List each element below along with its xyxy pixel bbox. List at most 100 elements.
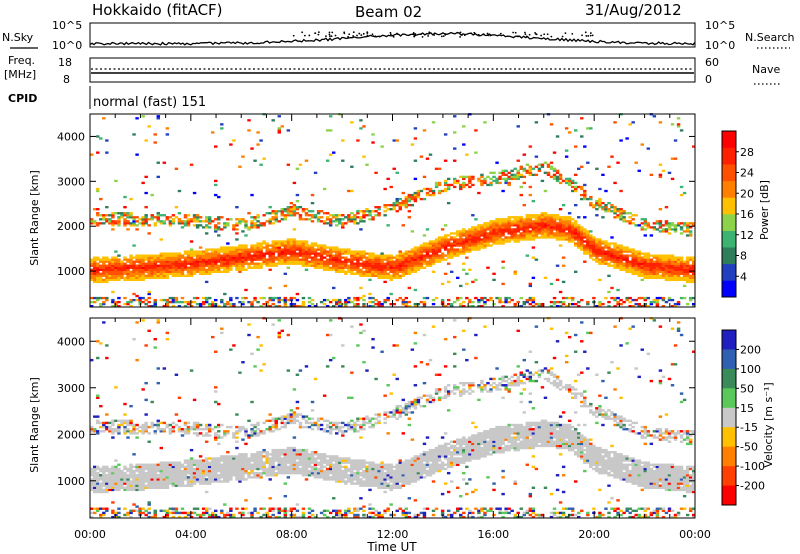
power-cell xyxy=(201,226,206,229)
power-cell xyxy=(238,260,242,263)
power-cell xyxy=(434,238,439,241)
velocity-cell xyxy=(207,478,212,481)
velocity-cell xyxy=(171,507,176,510)
power-cell xyxy=(159,254,163,257)
power-cell xyxy=(96,274,100,278)
velocity-cell xyxy=(102,465,106,469)
power-cell xyxy=(437,256,442,259)
power-cell xyxy=(462,143,466,146)
power-cell xyxy=(691,224,696,227)
velocity-cell xyxy=(192,463,197,466)
power-cell xyxy=(250,147,254,150)
velocity-cell xyxy=(241,461,245,464)
power-cell xyxy=(410,270,415,273)
power-cell xyxy=(691,260,696,263)
power-cell xyxy=(377,302,381,306)
velocity-cell xyxy=(162,463,167,466)
velocity-cell xyxy=(135,474,139,477)
power-cell xyxy=(102,264,106,267)
power-cell xyxy=(483,230,487,233)
power-cell xyxy=(558,226,563,229)
power-cell xyxy=(256,216,260,219)
power-cell xyxy=(310,248,315,251)
power-cell xyxy=(189,268,194,271)
power-cell xyxy=(371,141,375,144)
power-cell xyxy=(667,262,672,265)
power-cell xyxy=(567,181,572,185)
power-cell xyxy=(456,276,460,280)
power-cell xyxy=(522,153,526,156)
power-cell xyxy=(498,228,502,231)
power-cell xyxy=(277,262,281,265)
power-cell xyxy=(567,240,572,243)
power-cell xyxy=(292,256,297,259)
velocity-cell xyxy=(147,471,151,475)
power-cell xyxy=(456,254,460,257)
power-cell xyxy=(229,254,233,257)
power-cell xyxy=(416,252,421,255)
power-cell xyxy=(459,250,463,253)
power-cell xyxy=(120,216,124,219)
power-cell xyxy=(341,256,345,259)
velocity-cell xyxy=(99,484,103,487)
velocity-cell xyxy=(144,344,148,347)
power-cell xyxy=(625,137,629,140)
velocity-cell xyxy=(223,476,227,479)
velocity-cell xyxy=(171,467,176,471)
power-cell xyxy=(144,139,148,142)
power-cell xyxy=(350,272,354,275)
power-cell xyxy=(419,260,424,263)
power-cell xyxy=(637,302,641,306)
power-cell xyxy=(310,244,315,247)
velocity-cell xyxy=(174,480,179,483)
power-cell xyxy=(456,230,460,233)
power-cell xyxy=(628,212,632,215)
power-cell xyxy=(413,304,418,308)
power-cell xyxy=(250,193,254,197)
power-cell xyxy=(577,234,581,237)
power-cell xyxy=(171,304,176,308)
velocity-cell xyxy=(93,511,97,515)
velocity-cell xyxy=(235,507,239,510)
power-cell xyxy=(332,260,336,263)
power-cell xyxy=(504,230,508,233)
power-cell xyxy=(292,181,297,185)
power-cell xyxy=(619,214,623,217)
power-cell xyxy=(365,262,369,265)
velocity-cell xyxy=(214,434,218,437)
power-cell xyxy=(153,256,157,259)
power-cell xyxy=(392,270,396,273)
velocity-cell xyxy=(102,507,106,510)
power-cell xyxy=(135,266,139,269)
power-cell xyxy=(162,304,167,308)
power-cell xyxy=(404,262,409,265)
power-cell xyxy=(117,278,121,282)
velocity-cell xyxy=(201,461,206,464)
power-cell xyxy=(90,300,94,304)
power-cell xyxy=(93,280,97,284)
power-cell xyxy=(495,234,499,237)
power-cell xyxy=(277,252,281,255)
power-cell xyxy=(625,260,629,263)
power-cell xyxy=(328,129,333,132)
power-cell xyxy=(174,216,179,219)
power-cell xyxy=(691,264,696,267)
power-cell xyxy=(631,298,635,302)
power-cell xyxy=(247,264,251,267)
power-cell xyxy=(589,203,593,207)
power-cell xyxy=(546,216,551,219)
power-cell xyxy=(583,183,587,187)
velocity-cell xyxy=(189,463,194,466)
power-cell xyxy=(474,228,478,231)
velocity-cell xyxy=(195,459,200,462)
nsky-dot xyxy=(561,35,564,38)
power-cell xyxy=(446,252,451,255)
power-cell xyxy=(419,258,424,261)
power-cell xyxy=(468,248,472,251)
power-cell xyxy=(670,304,675,308)
velocity-cell xyxy=(156,463,160,466)
velocity-cell xyxy=(238,480,242,483)
power-cell xyxy=(643,264,647,267)
power-cell xyxy=(325,264,330,267)
power-cell xyxy=(217,222,221,225)
